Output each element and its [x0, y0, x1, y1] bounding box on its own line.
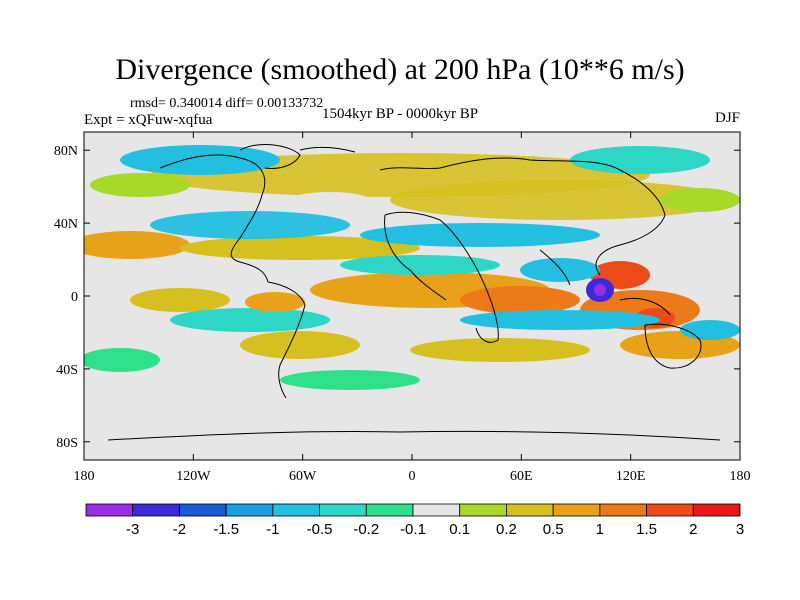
colorbar-label: 1.5 — [636, 521, 657, 538]
colorbar-swatch — [85, 503, 134, 517]
colorbar: -3 -2 -1.5 -1 -0.5 -0.2 -0.1 0.1 0.2 0.5 1 1.5 2 3 — [85, 503, 744, 538]
y-tick-label: 0 — [71, 290, 78, 305]
field-layer — [84, 145, 740, 460]
colorbar-label: 0.5 — [543, 521, 564, 538]
x-tick-label: 0 — [409, 469, 416, 484]
colorbar-swatch — [692, 503, 741, 517]
experiment-label: Expt = xQFuw-xqfua — [84, 112, 213, 128]
colorbar-label: 0.1 — [449, 521, 470, 538]
colorbar-swatch — [272, 503, 320, 517]
colorbar-label: 1 — [596, 521, 604, 538]
colorbar-swatch — [319, 503, 367, 517]
colorbar-label: -0.1 — [400, 521, 426, 538]
colorbar-swatch — [412, 503, 461, 517]
colorbar-swatch — [132, 503, 180, 517]
colorbar-label: 3 — [736, 521, 744, 538]
colorbar-swatch — [179, 503, 227, 517]
period-label: 1504kyr BP - 0000kyr BP — [322, 106, 479, 122]
y-tick-label: 40N — [54, 217, 78, 232]
colorbar-swatch — [459, 503, 507, 517]
colorbar-label: -0.5 — [307, 521, 333, 538]
colorbar-label: 0.2 — [496, 521, 517, 538]
y-tick-label: 80N — [54, 144, 78, 159]
colorbar-label: -3 — [126, 521, 139, 538]
x-tick-label: 120W — [176, 469, 211, 484]
colorbar-label: -1 — [266, 521, 279, 538]
colorbar-label: -1.5 — [213, 521, 239, 538]
plot-title: Divergence (smoothed) at 200 hPa (10**6 … — [115, 53, 685, 86]
coastlines — [107, 144, 721, 441]
season-label: DJF — [714, 110, 740, 126]
y-tick-label: 40S — [56, 363, 78, 378]
colorbar-swatch — [506, 503, 554, 517]
axis-ticks: 180 120W 60W 0 60E 120E 180 80N 40N 0 40S 80S — [54, 132, 751, 484]
colorbar-swatch — [365, 503, 414, 517]
colorbar-swatch — [552, 503, 601, 517]
colorbar-swatch — [225, 503, 274, 517]
x-tick-label: 120E — [616, 469, 646, 484]
x-tick-label: 60W — [289, 469, 317, 484]
colorbar-label: -0.2 — [353, 521, 379, 538]
colorbar-swatch — [599, 503, 647, 517]
stats-label: rmsd= 0.340014 diff= 0.00133732 — [130, 96, 324, 111]
x-tick-label: 180 — [74, 469, 95, 484]
x-tick-label: 180 — [730, 469, 751, 484]
colorbar-label: 2 — [689, 521, 697, 538]
colorbar-swatch — [646, 503, 694, 517]
colorbar-label: -2 — [173, 521, 186, 538]
y-tick-label: 80S — [56, 436, 78, 451]
x-tick-label: 60E — [510, 469, 533, 484]
